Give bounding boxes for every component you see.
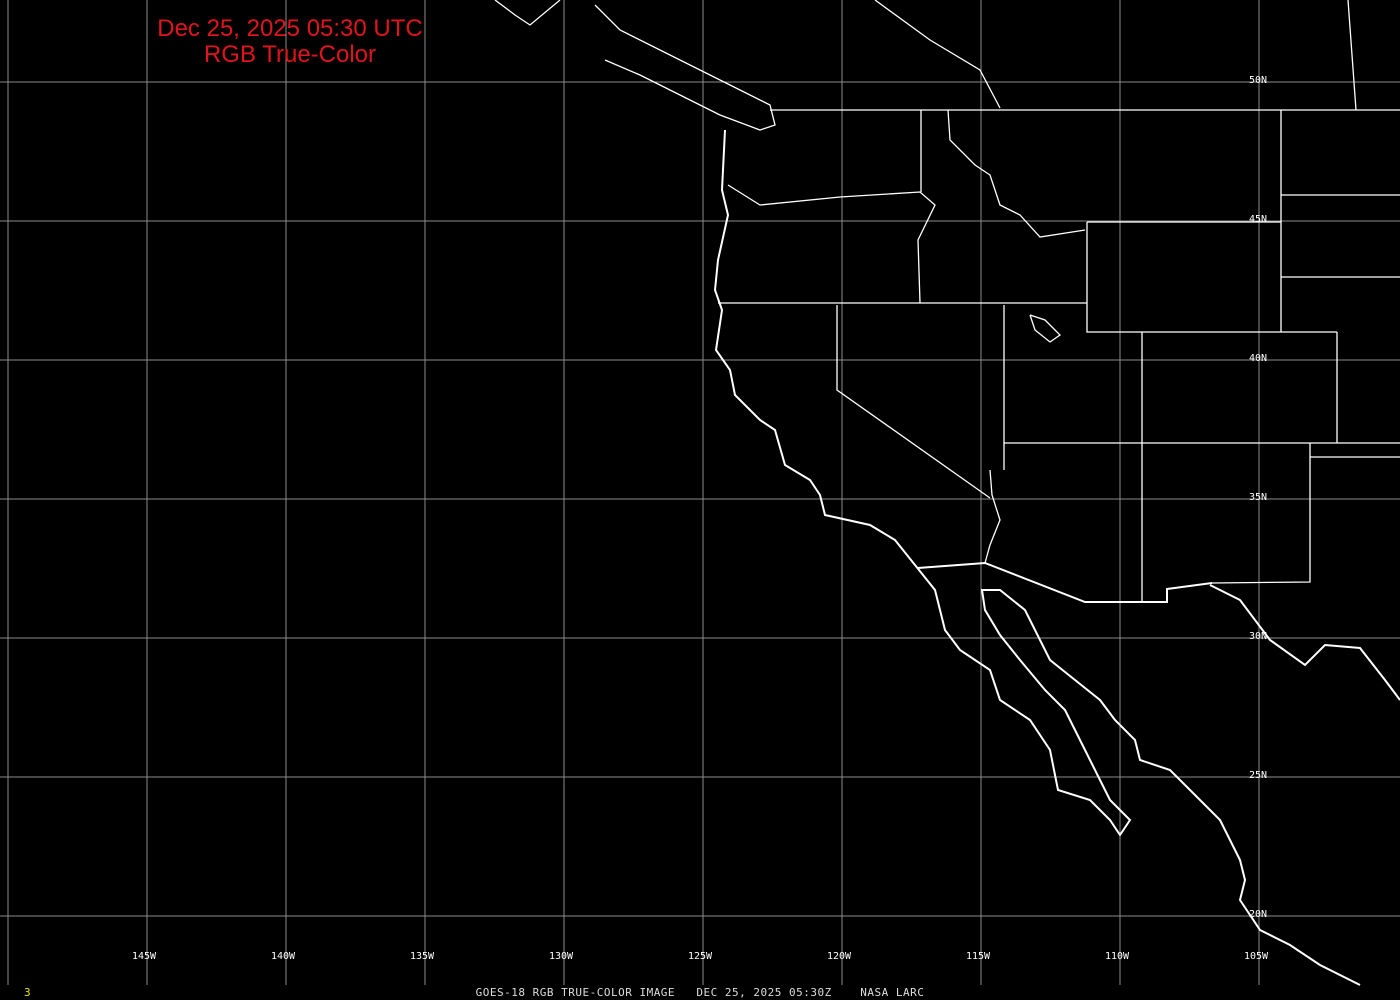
border-ca-nv	[836, 305, 991, 499]
latitude-label: 45N	[1249, 214, 1268, 225]
coastline-vancouver-island	[594, 4, 776, 131]
latitude-label: 35N	[1249, 492, 1268, 503]
latitude-label: 40N	[1249, 353, 1268, 364]
map-title-datetime: Dec 25, 2025 05:30 UTC	[157, 15, 423, 42]
border-wa-or	[727, 184, 936, 304]
border-nm-tx	[1211, 443, 1311, 584]
latitude-label: 50N	[1249, 75, 1268, 86]
border-ab-sk	[1347, 0, 1357, 111]
longitude-label: 125W	[688, 951, 713, 962]
longitude-label: 105W	[1244, 951, 1269, 962]
latitude-label: 25N	[1249, 770, 1268, 781]
frame-number: 3	[24, 986, 31, 999]
coastline-pacific	[713, 129, 1361, 986]
longitude-label: 120W	[827, 951, 852, 962]
latitude-label: 30N	[1249, 631, 1268, 642]
us-mexico-border	[917, 561, 1213, 603]
border-nv-az	[984, 469, 1001, 564]
coastline-bc	[494, 0, 561, 26]
coastline-mainland-mexico	[1209, 584, 1400, 701]
map-title-product: RGB True-Color	[203, 41, 377, 68]
border-id-wy	[1086, 222, 1337, 333]
longitude-label: 130W	[549, 951, 574, 962]
great-salt-lake	[1029, 314, 1062, 343]
longitude-label: 135W	[410, 951, 435, 962]
longitude-label: 145W	[132, 951, 157, 962]
longitude-label: 110W	[1105, 951, 1130, 962]
longitude-label: 140W	[271, 951, 296, 962]
longitude-label: 115W	[966, 951, 991, 962]
border-id-mt	[947, 109, 1086, 238]
latitude-label: 20N	[1249, 909, 1268, 920]
coastlines-and-borders	[494, 0, 1400, 986]
border-bc-ab	[874, 0, 1001, 109]
image-caption: GOES-18 RGB TRUE-COLOR IMAGE DEC 25, 202…	[475, 986, 925, 999]
